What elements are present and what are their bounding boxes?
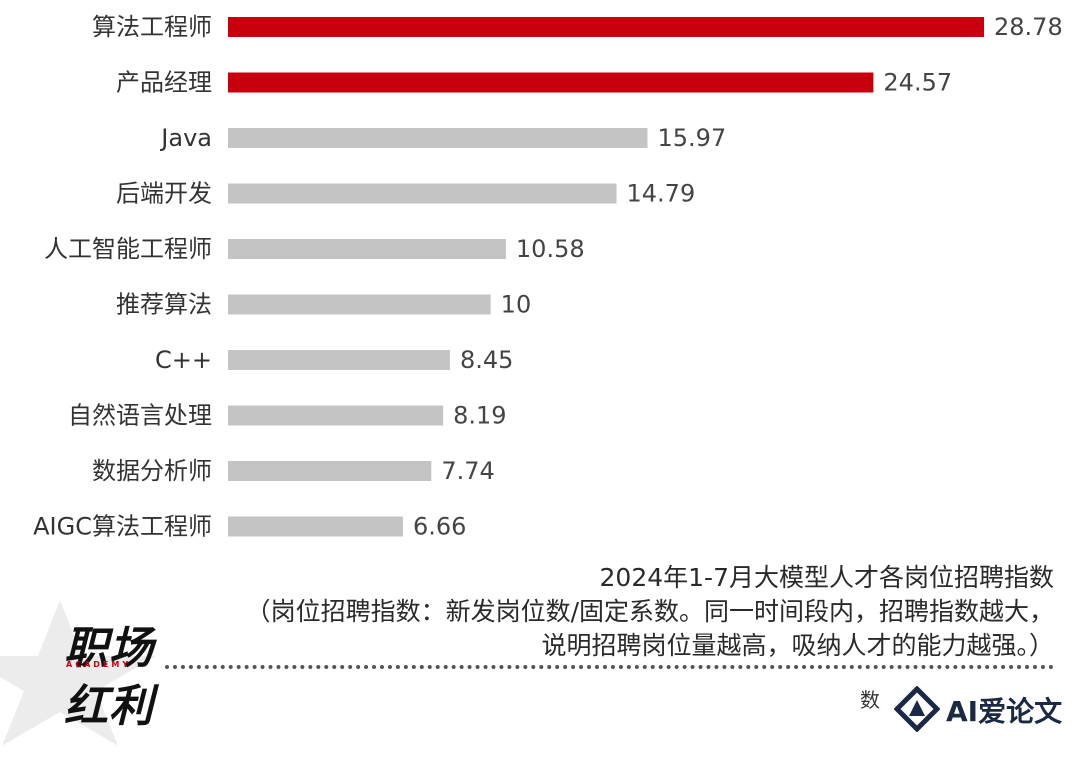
bar: [228, 72, 874, 93]
source-text: 数: [860, 688, 880, 712]
bar: [228, 405, 444, 426]
category-label: 人工智能工程师: [44, 235, 212, 263]
logo-line2: 红利: [64, 681, 154, 732]
chart-title: 2024年1-7月大模型人才各岗位招聘指数: [599, 563, 1054, 592]
category-label: 自然语言处理: [68, 402, 212, 430]
category-label: AIGC算法工程师: [33, 513, 212, 541]
bar: [228, 183, 617, 204]
bar: [228, 294, 491, 315]
value-label: 10.58: [516, 235, 585, 263]
value-label: 15.97: [658, 124, 727, 152]
value-label: 14.79: [627, 180, 696, 208]
logo-line1: 职场: [64, 623, 154, 674]
bar: [228, 239, 506, 259]
bar-chart: 算法工程师 28.78 产品经理 24.57 Java 15.97 后端开发 14.79 人工智…: [33, 13, 1063, 541]
category-label: 数据分析师: [92, 457, 212, 485]
chart-note-line1: （岗位招聘指数：新发岗位数/固定系数。同一时间段内，招聘指数越大，: [245, 597, 1054, 626]
watermark-text: AI爱论文: [946, 695, 1063, 728]
logo-small-text: ACADEMY: [66, 660, 132, 669]
value-label: 10: [501, 291, 532, 319]
category-label: 产品经理: [116, 69, 212, 97]
category-label: 算法工程师: [92, 13, 212, 41]
bar: [228, 461, 432, 481]
bar: [228, 128, 648, 148]
diamond-a-icon: [894, 686, 940, 732]
value-label: 28.78: [994, 13, 1063, 41]
bar: [228, 516, 403, 537]
value-label: 8.45: [460, 346, 513, 374]
value-label: 24.57: [883, 69, 952, 97]
category-label: 推荐算法: [116, 291, 212, 319]
chart-note-line2: 说明招聘岗位量越高，吸纳人才的能力越强。）: [541, 631, 1054, 660]
value-label: 6.66: [413, 513, 466, 541]
bar: [228, 17, 984, 37]
dotted-divider: [165, 665, 1054, 669]
bar: [228, 350, 450, 370]
value-label: 7.74: [441, 457, 494, 485]
value-label: 8.19: [453, 402, 506, 430]
category-label: 后端开发: [116, 180, 212, 208]
category-label: C++: [155, 346, 212, 374]
category-label: Java: [159, 124, 212, 152]
